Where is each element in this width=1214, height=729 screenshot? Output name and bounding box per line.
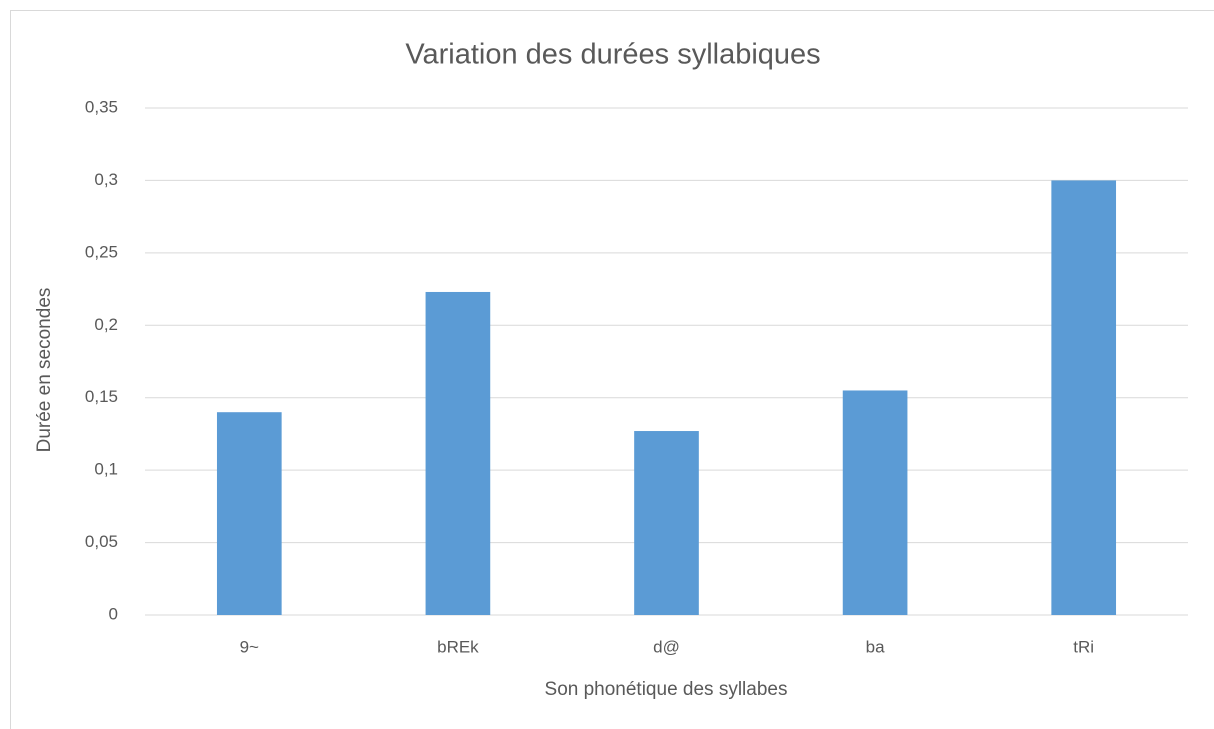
- y-axis-label: Durée en secondes: [34, 288, 55, 453]
- chart-title: Variation des durées syllabiques: [405, 39, 820, 71]
- y-tick-label: 0: [109, 604, 118, 623]
- y-tick-label: 0,3: [94, 170, 118, 189]
- y-tick-label: 0,25: [85, 242, 118, 261]
- y-tick-label: 0,2: [94, 315, 118, 334]
- y-tick-label: 0,15: [85, 387, 118, 406]
- x-tick-label: bREk: [437, 637, 479, 656]
- x-tick-label: tRi: [1073, 637, 1094, 656]
- y-tick-label: 0,1: [94, 460, 118, 479]
- y-tick-label: 0,35: [85, 97, 118, 116]
- bar: [634, 431, 699, 615]
- bar: [842, 390, 908, 615]
- bar: [216, 412, 282, 615]
- x-tick-label: 9~: [240, 637, 259, 656]
- x-tick-label: ba: [866, 637, 885, 656]
- y-tick-label: 0,05: [85, 532, 118, 551]
- x-axis-label: Son phonétique des syllabes: [545, 679, 788, 700]
- bar: [425, 291, 491, 615]
- bar: [1051, 180, 1117, 615]
- chart-border: [10, 10, 1214, 729]
- x-tick-label: d@: [653, 637, 680, 656]
